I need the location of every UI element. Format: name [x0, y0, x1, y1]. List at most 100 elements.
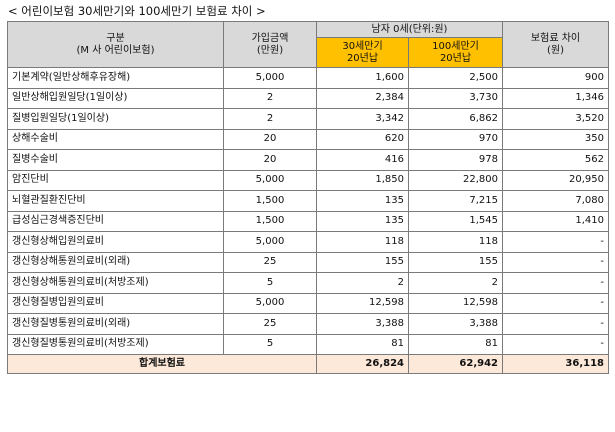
table-title: < 어린이보험 30세만기와 100세만기 보험료 차이 > — [8, 4, 266, 18]
row-name: 암진단비 — [7, 169, 224, 191]
row-100yr-premium: 3,730 — [407, 87, 504, 109]
row-30yr-premium: 135 — [316, 210, 409, 232]
row-amount: 5 — [223, 272, 317, 294]
row-amount: 2 — [223, 87, 317, 109]
row-30yr-premium: 2,384 — [316, 87, 409, 109]
row-diff: 3,520 — [502, 108, 610, 130]
total-diff: 36,118 — [502, 354, 610, 374]
header-diff-label: 보험료 차이 — [530, 32, 581, 44]
row-amount: 5,000 — [223, 169, 317, 191]
row-amount: 25 — [223, 313, 317, 335]
row-name: 갱신형질병통원의료비(처방조제) — [7, 333, 224, 355]
total-30yr: 26,824 — [316, 354, 409, 374]
row-100yr-premium: 7,215 — [407, 190, 504, 212]
row-30yr-premium: 1,600 — [316, 67, 409, 89]
premium-comparison-table: 구분 (M 사 어린이보험) 가입금액 (만원) 남자 0세(단위:원) 보험료… — [7, 21, 610, 374]
total-row: 합계보험료 26,824 62,942 36,118 — [7, 354, 610, 374]
row-name: 갱신형상해통원의료비(외래) — [7, 251, 224, 273]
header-30yr-line2: 20년납 — [346, 52, 379, 64]
table-row: 갱신형질병입원의료비 5,000 12,598 12,598- — [7, 292, 610, 314]
table-row: 기본계약(일반상해후유장해) 5,000 1,600 2,500 900 — [7, 67, 610, 89]
row-amount: 1,500 — [223, 210, 317, 232]
row-amount: 20 — [223, 149, 317, 171]
row-name: 갱신형상해입원의료비 — [7, 231, 224, 253]
row-100yr-premium: 81 — [407, 333, 504, 355]
table-row: 암진단비 5,000 1,850 22,800 20,950 — [7, 169, 610, 191]
row-100yr-premium: 22,800 — [407, 169, 504, 191]
row-diff: - — [502, 231, 610, 253]
table-row: 갱신형질병통원의료비(외래) 25 3,388 3,388- — [7, 313, 610, 335]
row-100yr-premium: 978 — [407, 149, 504, 171]
total-label: 합계보험료 — [7, 354, 317, 374]
row-amount: 1,500 — [223, 190, 317, 212]
row-30yr-premium: 416 — [316, 149, 409, 171]
row-name: 질병수술비 — [7, 149, 224, 171]
row-30yr-premium: 3,388 — [316, 313, 409, 335]
row-30yr-premium: 2 — [316, 272, 409, 294]
row-amount: 5,000 — [223, 231, 317, 253]
row-diff: 1,346 — [502, 87, 610, 109]
row-name: 질병입원일당(1일이상) — [7, 108, 224, 130]
row-30yr-premium: 135 — [316, 190, 409, 212]
row-amount: 5,000 — [223, 67, 317, 89]
row-30yr-premium: 155 — [316, 251, 409, 273]
header-amount-label: 가입금액 — [251, 32, 289, 44]
row-30yr-premium: 12,598 — [316, 292, 409, 314]
header-30yr-line1: 30세만기 — [342, 40, 383, 52]
row-100yr-premium: 118 — [407, 231, 504, 253]
row-name: 갱신형질병입원의료비 — [7, 292, 224, 314]
row-100yr-premium: 1,545 — [407, 210, 504, 232]
row-name: 기본계약(일반상해후유장해) — [7, 67, 224, 89]
row-diff: - — [502, 272, 610, 294]
row-diff: - — [502, 292, 610, 314]
header-category: 구분 (M 사 어린이보험) — [7, 21, 224, 68]
row-name: 상해수술비 — [7, 128, 224, 150]
row-amount: 25 — [223, 251, 317, 273]
header-30yr: 30세만기 20년납 — [316, 37, 409, 68]
table-row: 갱신형상해입원의료비 5,000 118 118- — [7, 231, 610, 253]
row-amount: 5,000 — [223, 292, 317, 314]
row-diff: 562 — [502, 149, 610, 171]
table-row: 갱신형질병통원의료비(처방조제) 5 81 81- — [7, 333, 610, 355]
header-category-label: 구분 — [106, 32, 125, 44]
header-category-sub: (M 사 어린이보험) — [76, 44, 155, 56]
row-diff: - — [502, 333, 610, 355]
table-row: 급성심근경색증진단비 1,500 135 1,545 1,410 — [7, 210, 610, 232]
row-30yr-premium: 81 — [316, 333, 409, 355]
header-diff: 보험료 차이 (원) — [502, 21, 610, 68]
total-100yr: 62,942 — [407, 354, 504, 374]
row-100yr-premium: 155 — [407, 251, 504, 273]
row-diff: - — [502, 313, 610, 335]
row-100yr-premium: 2,500 — [407, 67, 504, 89]
table-row: 뇌혈관질환진단비 1,500 135 7,215 7,080 — [7, 190, 610, 212]
row-100yr-premium: 3,388 — [407, 313, 504, 335]
table-row: 질병수술비 20 416 978 562 — [7, 149, 610, 171]
row-name: 뇌혈관질환진단비 — [7, 190, 224, 212]
table-row: 갱신형상해통원의료비(처방조제) 5 2 2- — [7, 272, 610, 294]
row-100yr-premium: 6,862 — [407, 108, 504, 130]
row-name: 갱신형질병통원의료비(외래) — [7, 313, 224, 335]
row-amount: 5 — [223, 333, 317, 355]
row-diff: - — [502, 251, 610, 273]
row-100yr-premium: 12,598 — [407, 292, 504, 314]
table-row: 질병입원일당(1일이상) 2 3,342 6,862 3,520 — [7, 108, 610, 130]
header-amount-sub: (만원) — [256, 44, 284, 56]
row-name: 급성심근경색증진단비 — [7, 210, 224, 232]
row-100yr-premium: 970 — [407, 128, 504, 150]
row-amount: 2 — [223, 108, 317, 130]
row-name: 갱신형상해통원의료비(처방조제) — [7, 272, 224, 294]
row-30yr-premium: 620 — [316, 128, 409, 150]
row-diff: 900 — [502, 67, 610, 89]
header-100yr: 100세만기 20년납 — [407, 37, 504, 68]
row-name: 일반상해입원일당(1일이상) — [7, 87, 224, 109]
table-row: 상해수술비 20 620 970 350 — [7, 128, 610, 150]
row-diff: 1,410 — [502, 210, 610, 232]
row-diff: 350 — [502, 128, 610, 150]
row-amount: 20 — [223, 128, 317, 150]
row-30yr-premium: 118 — [316, 231, 409, 253]
table-row: 갱신형상해통원의료비(외래) 25 155 155- — [7, 251, 610, 273]
row-30yr-premium: 1,850 — [316, 169, 409, 191]
table-body: 기본계약(일반상해후유장해) 5,000 1,600 2,500 900 일반상해입원일당… — [7, 67, 610, 355]
header-100yr-line2: 20년납 — [439, 52, 472, 64]
header-amount: 가입금액 (만원) — [223, 21, 317, 68]
